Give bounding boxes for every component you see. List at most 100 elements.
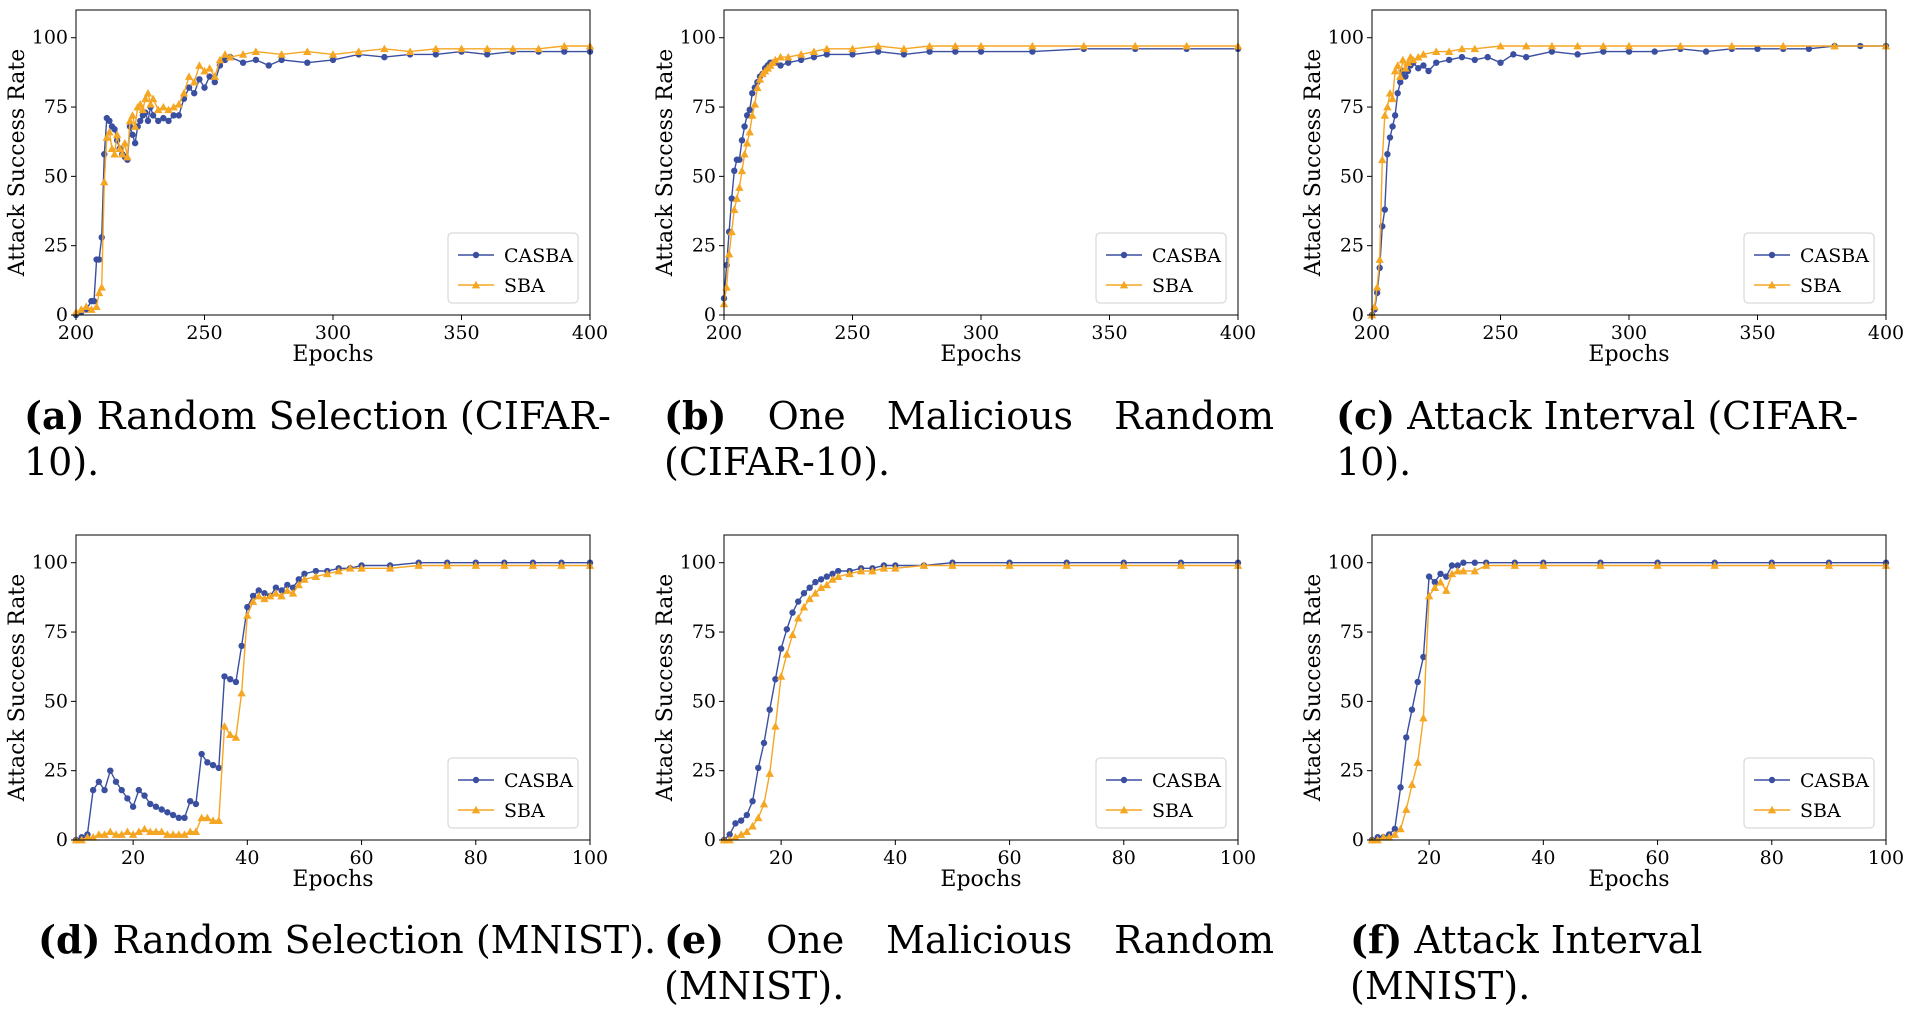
data-point xyxy=(868,566,877,575)
x-tick-label: 40 xyxy=(883,847,907,869)
data-point xyxy=(759,799,769,808)
data-point xyxy=(251,47,261,55)
data-point xyxy=(185,84,193,91)
y-tick-label: 25 xyxy=(44,235,68,257)
data-point xyxy=(742,138,752,147)
data-point xyxy=(157,827,166,836)
data-point xyxy=(1442,586,1451,594)
y-tick-label: 0 xyxy=(1352,829,1364,851)
series-sba xyxy=(719,561,1243,844)
data-point xyxy=(1131,41,1140,50)
data-point xyxy=(471,561,480,569)
x-axis-label: Epochs xyxy=(1588,342,1669,367)
y-tick-label: 50 xyxy=(1340,690,1364,712)
data-point xyxy=(97,283,106,291)
series-sba xyxy=(71,561,595,844)
data-point xyxy=(1408,706,1416,713)
data-point xyxy=(137,117,144,125)
caption-tag: (d) xyxy=(38,917,101,962)
data-point xyxy=(141,94,150,103)
data-point xyxy=(248,597,258,605)
legend-label: SBA xyxy=(1800,800,1841,822)
data-point xyxy=(1437,570,1444,578)
data-point xyxy=(783,626,791,633)
data-point xyxy=(1510,561,1519,569)
x-tick-label: 80 xyxy=(1112,847,1136,869)
data-point xyxy=(1459,566,1468,575)
data-point xyxy=(1445,56,1453,64)
data-point xyxy=(100,177,109,186)
data-point xyxy=(83,833,92,841)
data-point xyxy=(794,613,803,622)
data-point xyxy=(561,48,568,55)
data-point xyxy=(1385,88,1395,97)
data-point xyxy=(800,590,808,597)
data-point xyxy=(170,112,177,119)
legend-marker xyxy=(1768,776,1776,784)
data-point xyxy=(106,827,115,836)
data-point xyxy=(1384,833,1394,841)
legend: CASBA SBA xyxy=(447,757,579,829)
caption-text: One Malicious Random (CIFAR-10). xyxy=(664,394,1274,484)
data-point xyxy=(443,561,452,569)
data-point xyxy=(164,105,173,114)
data-point xyxy=(1573,41,1582,50)
data-point xyxy=(1379,833,1388,841)
data-point xyxy=(272,584,280,591)
caption-text: Random Selection (MNIST). xyxy=(112,918,657,962)
data-point xyxy=(82,302,91,311)
x-tick-label: 20 xyxy=(769,847,793,869)
data-point xyxy=(226,730,235,738)
data-point xyxy=(118,786,125,794)
data-point xyxy=(1436,577,1445,586)
caption-a: (a) Random Selection (CIFAR-10). xyxy=(24,393,654,485)
data-point xyxy=(136,100,145,108)
data-point xyxy=(195,61,204,69)
data-point xyxy=(432,51,439,58)
data-point xyxy=(528,561,538,569)
data-point xyxy=(131,139,139,147)
data-point xyxy=(158,806,165,813)
data-point xyxy=(1651,48,1658,55)
data-point xyxy=(238,50,248,58)
data-point xyxy=(381,53,388,61)
data-point xyxy=(260,594,269,603)
data-point xyxy=(1394,89,1401,97)
data-point xyxy=(1386,134,1394,141)
x-tick-label: 300 xyxy=(963,322,999,344)
data-point xyxy=(148,94,158,103)
legend: CASBA SBA xyxy=(1743,232,1875,304)
y-tick-label: 75 xyxy=(44,621,68,643)
legend-label: SBA xyxy=(1152,275,1193,297)
data-point xyxy=(748,821,757,830)
data-point xyxy=(138,105,148,114)
legend: CASBA SBA xyxy=(1095,232,1227,304)
data-point xyxy=(174,100,183,108)
data-point xyxy=(196,76,203,83)
legend-marker xyxy=(1119,805,1129,814)
data-point xyxy=(140,824,149,833)
data-point xyxy=(834,572,843,580)
data-point xyxy=(856,566,866,575)
data-point xyxy=(1432,47,1441,55)
x-tick-label: 40 xyxy=(235,847,259,869)
data-point xyxy=(175,814,182,822)
data-point xyxy=(129,131,136,138)
x-axis-label: Epochs xyxy=(1588,867,1669,892)
legend-label: SBA xyxy=(504,275,545,297)
series-casba xyxy=(1368,559,1890,844)
data-point xyxy=(94,830,104,838)
data-point xyxy=(125,116,135,125)
y-tick-label: 75 xyxy=(692,96,716,118)
data-point xyxy=(76,305,86,313)
data-point xyxy=(728,195,735,202)
data-point xyxy=(203,813,212,822)
data-point xyxy=(215,764,222,772)
caption-tag: (c) xyxy=(1336,393,1396,438)
data-point xyxy=(754,813,763,822)
data-point xyxy=(483,44,492,53)
data-point xyxy=(1425,573,1433,580)
y-tick-label: 25 xyxy=(44,760,68,782)
data-point xyxy=(817,576,825,583)
data-point xyxy=(1539,561,1548,569)
